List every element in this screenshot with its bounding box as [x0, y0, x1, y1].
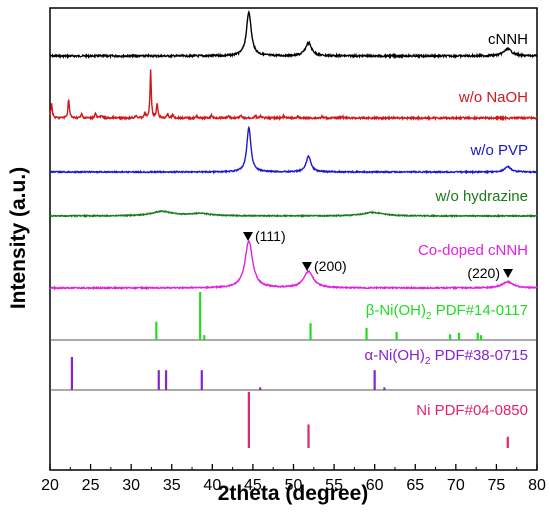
- x-tick-label: 45: [244, 477, 262, 494]
- series-label: w/o hydrazine: [434, 188, 528, 205]
- x-tick-label: 50: [285, 477, 303, 494]
- series-line: [49, 240, 538, 291]
- x-tick-label: 75: [488, 477, 506, 494]
- series-line: [49, 9, 538, 60]
- series-label: w/o NaOH: [458, 89, 528, 106]
- y-axis-label: Intensity (a.u.): [7, 167, 30, 309]
- x-tick-label: 25: [82, 477, 100, 494]
- series-line: [49, 209, 538, 219]
- series-label: w/o PVP: [469, 142, 528, 159]
- x-tick-label: 60: [366, 477, 384, 494]
- x-tick-label: 30: [122, 477, 140, 494]
- x-tick-label: 35: [163, 477, 181, 494]
- x-tick-label: 20: [41, 477, 59, 494]
- series-label: cNNH: [488, 31, 528, 48]
- peak-marker-label: (220): [467, 265, 500, 281]
- reference-label: Ni PDF#04-0850: [416, 402, 528, 419]
- peak-marker-triangle: [503, 269, 513, 278]
- x-tick-label: 80: [528, 477, 546, 494]
- x-tick-label: 55: [325, 477, 343, 494]
- peak-marker-label: (111): [255, 228, 286, 244]
- x-axis-label: 2theta (degree): [218, 482, 369, 505]
- peak-marker-triangle: [243, 232, 253, 241]
- peak-marker-label: (200): [314, 258, 347, 274]
- x-tick-label: 65: [406, 477, 424, 494]
- plot-frame: [49, 7, 538, 471]
- x-tick-label: 40: [203, 477, 221, 494]
- reference-label: α-Ni(OH)2 PDF#38-0715: [365, 347, 528, 367]
- series-label: Co-doped cNNH: [418, 242, 528, 259]
- series-line: [49, 125, 538, 175]
- reference-label: β-Ni(OH)2 PDF#14-0117: [366, 302, 528, 322]
- x-tick-label: 70: [447, 477, 465, 494]
- series-line: [49, 69, 538, 122]
- peak-marker-triangle: [302, 262, 312, 271]
